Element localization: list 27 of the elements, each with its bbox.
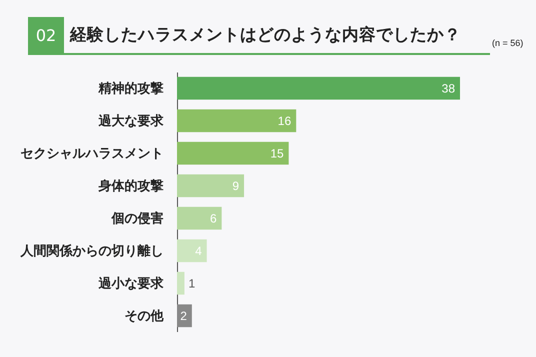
chart-title: 経験したハラスメントはどのような内容でしたか？ — [70, 24, 461, 46]
data-label: 16 — [278, 114, 292, 128]
data-label: 15 — [270, 146, 284, 160]
bar — [177, 174, 244, 198]
y-tick-label: 過大な要求 — [98, 112, 164, 129]
y-tick-label: その他 — [124, 308, 164, 324]
data-label: 6 — [210, 211, 217, 226]
text: (n = 56) — [492, 38, 524, 48]
bar — [177, 206, 222, 230]
data-label: 4 — [195, 244, 202, 258]
y-tick-label: 精神的攻撃 — [98, 80, 164, 96]
text: 02 — [28, 17, 64, 53]
y-tick-label: 個の侵害 — [110, 210, 164, 226]
bar — [177, 272, 184, 295]
data-label: 2 — [180, 308, 188, 323]
y-tick-label: 過小な要求 — [98, 275, 164, 292]
data-label: 9 — [232, 178, 240, 193]
bar — [177, 304, 192, 328]
y-tick-label: セクシャルハラスメント — [20, 146, 164, 162]
bar — [177, 142, 289, 165]
bar — [177, 76, 460, 100]
data-label: 1 — [188, 276, 196, 290]
y-tick-label: 身体的攻撃 — [98, 178, 164, 194]
bar — [177, 239, 207, 262]
bar — [177, 109, 296, 132]
y-tick-label: 人間関係からの切り離し — [20, 244, 164, 259]
data-label: 38 — [442, 81, 456, 96]
